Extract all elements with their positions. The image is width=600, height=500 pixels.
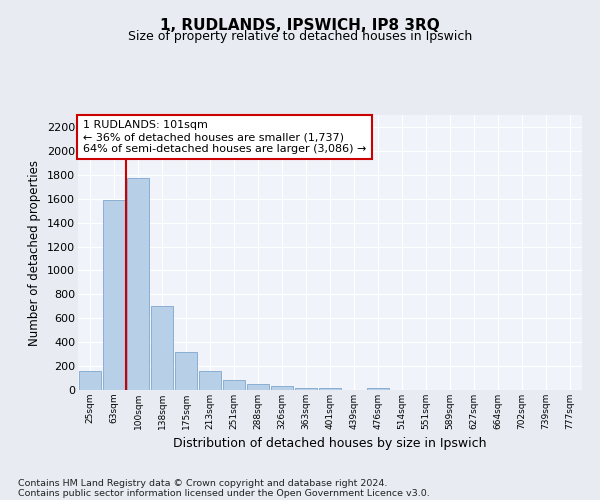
Text: 1, RUDLANDS, IPSWICH, IP8 3RQ: 1, RUDLANDS, IPSWICH, IP8 3RQ [160, 18, 440, 32]
Text: Contains public sector information licensed under the Open Government Licence v3: Contains public sector information licen… [18, 488, 430, 498]
Bar [103, 200, 125, 390]
Bar [367, 388, 389, 390]
Bar [199, 372, 221, 390]
Bar [79, 371, 101, 390]
Y-axis label: Number of detached properties: Number of detached properties [28, 160, 41, 346]
Bar [223, 380, 245, 390]
Bar [175, 352, 197, 390]
Text: Size of property relative to detached houses in Ipswich: Size of property relative to detached ho… [128, 30, 472, 43]
Bar [319, 388, 341, 390]
Bar [271, 386, 293, 390]
X-axis label: Distribution of detached houses by size in Ipswich: Distribution of detached houses by size … [173, 438, 487, 450]
Bar [295, 388, 317, 390]
Text: Contains HM Land Registry data © Crown copyright and database right 2024.: Contains HM Land Registry data © Crown c… [18, 478, 388, 488]
Bar [127, 178, 149, 390]
Bar [151, 306, 173, 390]
Text: 1 RUDLANDS: 101sqm
← 36% of detached houses are smaller (1,737)
64% of semi-deta: 1 RUDLANDS: 101sqm ← 36% of detached hou… [83, 120, 367, 154]
Bar [247, 384, 269, 390]
